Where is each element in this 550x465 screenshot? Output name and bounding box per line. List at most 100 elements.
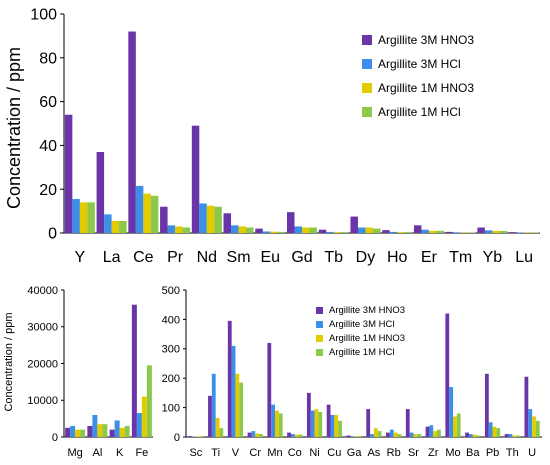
trace-bar-argillite-1m-hcl-ni bbox=[318, 412, 323, 437]
ree-y-tick-label: 40 bbox=[39, 138, 57, 155]
trace-bar-argillite-1m-hcl-ti bbox=[219, 428, 224, 437]
trace-bar-argillite-1m-hno3-co bbox=[294, 434, 299, 437]
trace-x-tick-label: Co bbox=[288, 447, 302, 459]
ree-bar-argillite-3m-hno3-pr bbox=[160, 206, 168, 233]
ree-legend-label: Argillite 3M HNO3 bbox=[378, 33, 474, 47]
ree-bar-argillite-3m-hcl-nd bbox=[199, 203, 207, 233]
trace-bar-argillite-3m-hcl-sr bbox=[409, 432, 414, 437]
major-y-tick-label: 20000 bbox=[27, 358, 58, 370]
trace-x-tick-label: V bbox=[232, 447, 240, 459]
trace-bar-argillite-1m-hno3-mo bbox=[453, 416, 457, 437]
ree-bar-argillite-1m-hno3-yb bbox=[492, 230, 500, 233]
trace-bar-argillite-3m-hcl-sc bbox=[192, 436, 196, 437]
major-x-tick-label: Fe bbox=[135, 447, 148, 459]
ree-bar-argillite-1m-hcl-gd bbox=[309, 227, 317, 233]
trace-bar-argillite-1m-hcl-zr bbox=[437, 429, 441, 437]
major-bar-argillite-3m-hno3-mg bbox=[65, 427, 71, 437]
trace-x-tick-label: Pb bbox=[486, 447, 499, 459]
major-bar-argillite-1m-hcl-k bbox=[124, 425, 130, 437]
ree-bar-argillite-1m-hcl-yb bbox=[499, 231, 508, 233]
ree-y-tick-label: 0 bbox=[48, 226, 57, 243]
ree-bar-argillite-3m-hno3-tm bbox=[445, 231, 454, 233]
trace-bar-argillite-3m-hno3-v bbox=[227, 320, 232, 437]
ree-y-tick-label: 60 bbox=[39, 94, 57, 111]
trace-bar-argillite-1m-hno3-mn bbox=[275, 410, 279, 437]
trace-bar-argillite-3m-hcl-ni bbox=[310, 410, 315, 437]
trace-bar-argillite-3m-hcl-cr bbox=[251, 431, 256, 437]
trace-bar-argillite-1m-hno3-v bbox=[235, 373, 240, 437]
ree-y-tick-label: 80 bbox=[39, 50, 57, 67]
trace-bar-argillite-3m-hcl-mo bbox=[449, 387, 453, 437]
trace-x-tick-label: Sr bbox=[408, 447, 419, 459]
trace-bar-argillite-3m-hno3-ba bbox=[465, 432, 469, 437]
ree-bar-argillite-3m-hno3-tb bbox=[318, 229, 327, 233]
major-bar-argillite-1m-hcl-fe bbox=[146, 365, 152, 437]
trace-bar-argillite-1m-hcl-co bbox=[298, 434, 303, 437]
trace-bar-argillite-1m-hno3-ba bbox=[472, 434, 477, 437]
trace-bar-argillite-3m-hcl-as bbox=[370, 434, 374, 437]
ree-bar-argillite-1m-hno3-la bbox=[111, 220, 120, 233]
trace-x-tick-label: Mn bbox=[267, 447, 282, 459]
trace-bar-argillite-1m-hno3-th bbox=[512, 435, 517, 437]
ree-bar-argillite-3m-hno3-ce bbox=[128, 31, 136, 233]
trace-x-tick-label: Cu bbox=[327, 447, 341, 459]
trace-bar-argillite-3m-hcl-ti bbox=[211, 373, 216, 437]
ree-bar-argillite-1m-hno3-eu bbox=[270, 231, 278, 233]
trace-bar-argillite-3m-hno3-sc bbox=[188, 436, 193, 437]
ree-bar-argillite-3m-hno3-eu bbox=[255, 228, 263, 233]
trace-bar-argillite-1m-hcl-sr bbox=[417, 434, 422, 437]
ree-bar-argillite-1m-hno3-ce bbox=[143, 193, 151, 233]
ree-x-tick-label: Tb bbox=[324, 249, 343, 266]
trace-y-tick-label: 200 bbox=[162, 373, 180, 385]
ree-legend-label: Argillite 1M HCl bbox=[378, 105, 461, 119]
major-x-tick-label: Al bbox=[92, 447, 102, 459]
chart-layer: 0 20 40 60 80 100 Y La Ce Pr Nd Sm Eu Gd Tb Dy Ho Er Tm Yb L… bbox=[27, 7, 542, 459]
major-y-tick-label: 0 bbox=[52, 432, 58, 444]
trace-legend-label: Argillite 3M HCl bbox=[329, 319, 394, 330]
trace-bar-argillite-1m-hcl-as bbox=[377, 431, 382, 437]
ree-x-tick-label: Ho bbox=[387, 249, 408, 266]
ree-bar-argillite-3m-hno3-lu bbox=[509, 232, 517, 233]
major-x-tick-label: Mg bbox=[67, 447, 82, 459]
trace-bar-argillite-1m-hno3-sr bbox=[413, 434, 418, 437]
ree-bar-argillite-1m-hno3-gd bbox=[302, 227, 310, 233]
trace-bar-argillite-1m-hcl-th bbox=[516, 435, 520, 437]
ree-legend-label: Argillite 1M HNO3 bbox=[378, 81, 474, 95]
trace-bar-argillite-1m-hcl-cr bbox=[259, 434, 263, 437]
trace-bar-argillite-3m-hno3-zr bbox=[425, 426, 430, 437]
trace-bar-argillite-3m-hno3-co bbox=[287, 432, 291, 437]
ree-x-tick-label: Tm bbox=[449, 249, 472, 266]
trace-bar-argillite-1m-hno3-u bbox=[532, 416, 536, 437]
ree-bar-argillite-1m-hno3-ho bbox=[397, 232, 405, 233]
trace-bar-argillite-1m-hcl-ga bbox=[357, 436, 362, 437]
ree-bar-argillite-3m-hno3-dy bbox=[350, 216, 358, 233]
ree-x-tick-label: Sm bbox=[227, 249, 251, 266]
major-y-tick-label: 30000 bbox=[27, 322, 58, 334]
ree-bar-argillite-3m-hcl-tb bbox=[326, 231, 334, 233]
ree-y-tick-label: 100 bbox=[30, 7, 57, 24]
ree-bar-argillite-3m-hno3-y bbox=[64, 114, 73, 233]
major-bar-argillite-1m-hno3-fe bbox=[141, 396, 147, 437]
ree-bar-argillite-3m-hcl-pr bbox=[167, 225, 176, 233]
major-bar-argillite-1m-hcl-al bbox=[102, 424, 108, 437]
ree-legend-swatch bbox=[362, 35, 372, 45]
trace-x-tick-label: As bbox=[367, 447, 380, 459]
trace-bar-argillite-1m-hcl-u bbox=[535, 420, 540, 437]
trace-bar-argillite-3m-hno3-ni bbox=[306, 392, 311, 437]
trace-legend-swatch bbox=[316, 307, 323, 314]
trace-y-tick-label: 100 bbox=[162, 402, 180, 414]
ree-bar-argillite-3m-hno3-er bbox=[413, 225, 422, 233]
trace-bar-argillite-1m-hcl-sc bbox=[199, 436, 204, 437]
ree-x-tick-label: Pr bbox=[167, 249, 184, 266]
trace-x-tick-label: Cr bbox=[249, 447, 261, 459]
trace-bar-argillite-1m-hcl-mn bbox=[278, 413, 283, 437]
major-bar-argillite-1m-hcl-mg bbox=[80, 429, 86, 437]
trace-y-tick-label: 400 bbox=[162, 314, 180, 326]
trace-bar-argillite-1m-hno3-rb bbox=[393, 432, 398, 437]
ree-bar-argillite-3m-hcl-sm bbox=[231, 225, 239, 233]
ree-bar-argillite-1m-hcl-sm bbox=[246, 227, 254, 233]
ree-x-tick-label: Lu bbox=[515, 249, 533, 266]
trace-x-tick-label: U bbox=[528, 447, 536, 459]
trace-bar-argillite-1m-hno3-pb bbox=[492, 426, 497, 437]
